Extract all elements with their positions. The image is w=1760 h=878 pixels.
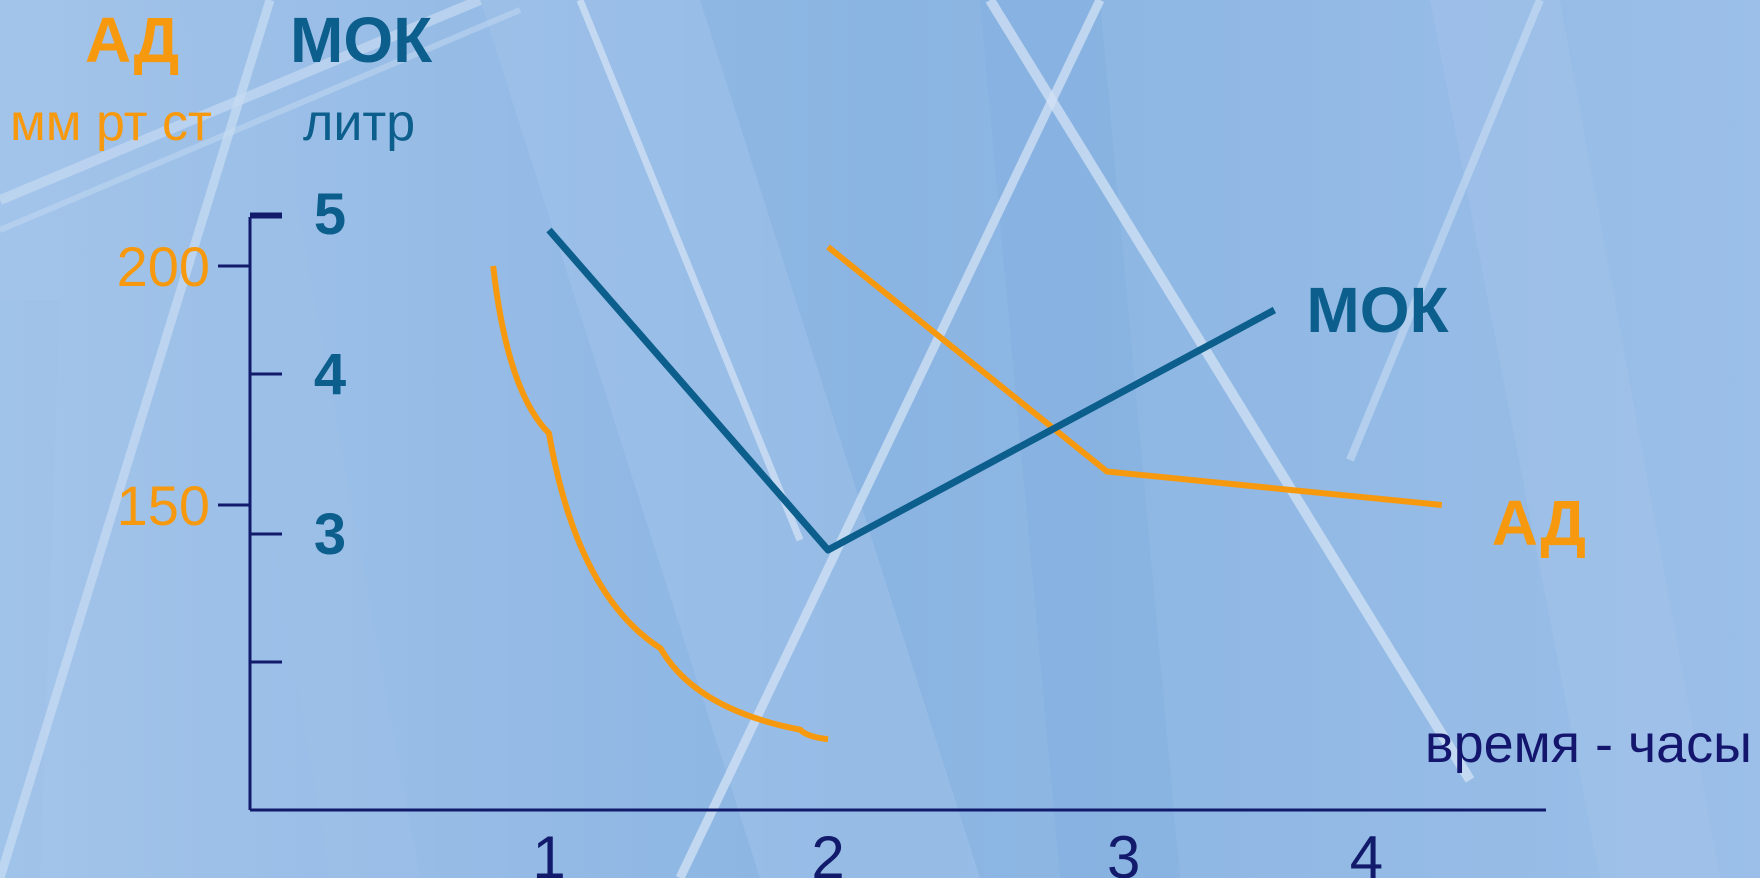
chart-series	[490, 227, 1443, 743]
series-label-ad: АД	[1492, 487, 1586, 559]
chart-labels: 200 150 5 4 3 1 2 3 4 АД МОК мм рт ст литр время - ча…	[10, 4, 1752, 878]
right-axis-unit: литр	[303, 94, 415, 152]
series-line-0	[490, 265, 829, 743]
right-axis-name: МОК	[290, 4, 433, 76]
right-axis-tick-label: 5	[314, 182, 346, 247]
x-tick-label: 4	[1350, 824, 1383, 878]
x-tick-label: 1	[532, 824, 565, 878]
right-axis-tick-label: 4	[314, 342, 346, 407]
right-axis-tick-label: 3	[314, 502, 346, 567]
x-tick-label: 3	[1107, 824, 1140, 878]
series-line-2	[546, 227, 1277, 554]
left-axis-tick-label: 200	[117, 235, 210, 298]
series-label-mok: МОК	[1306, 274, 1449, 346]
x-axis-label: время - часы	[1425, 714, 1752, 774]
x-tick-label: 2	[811, 824, 844, 878]
left-axis-unit: мм рт ст	[10, 94, 212, 152]
left-axis-tick-label: 150	[117, 474, 210, 537]
series-line-1	[826, 244, 1443, 508]
left-axis-name: АД	[85, 4, 179, 76]
chart-axes	[218, 212, 1546, 812]
